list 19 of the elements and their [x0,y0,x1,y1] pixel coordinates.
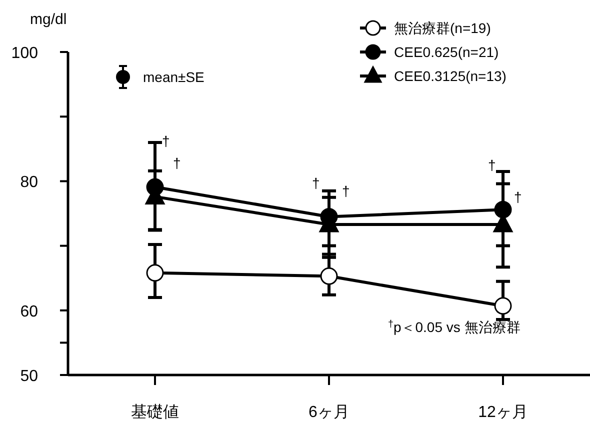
y-tick-label: 50 [20,368,38,385]
annotation: † [312,175,320,191]
annotation: † [514,189,522,205]
legend-label: 無治療群(n=19) [394,20,491,36]
annotation: † [162,133,170,149]
x-tick-label: 6ヶ月 [308,404,350,421]
annotation: † [173,155,181,171]
y-tick-label: 60 [20,303,38,320]
annotation: $^{†}$p＜0.05 vs 無治療群 [388,318,520,335]
annotation: † [488,157,496,173]
x-tick-label: 基礎値 [131,403,179,421]
annotation: † [342,183,350,199]
y-tick-label: 80 [20,174,38,192]
x-tick-label: 12ヶ月 [478,404,528,421]
y-tick-label: 100 [11,45,38,62]
annotation: mean±SE [143,69,204,85]
legend-label: CEE0.3125(n=13) [394,68,506,84]
y-axis-title: mg/dl [30,11,67,28]
legend-label: CEE0.625(n=21) [394,44,499,60]
